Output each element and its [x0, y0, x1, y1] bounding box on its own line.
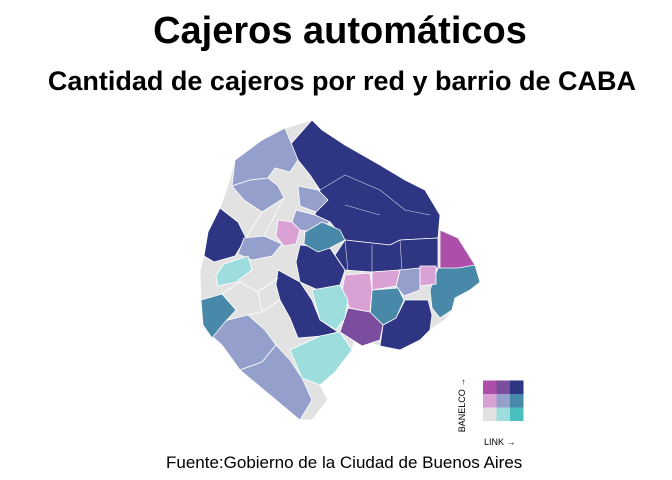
legend-cell — [510, 394, 524, 408]
barrio-region — [419, 265, 437, 287]
legend-cell — [510, 407, 524, 421]
legend-y-label: BANELCO → — [457, 377, 467, 433]
barrio-boundary — [221, 197, 285, 316]
legend-cell — [510, 380, 524, 394]
barrio-region — [297, 185, 329, 213]
legend-cell — [496, 380, 510, 394]
barrio-boundary — [319, 174, 431, 273]
legend-cell — [483, 407, 497, 421]
source-caption: Fuente:Gobierno de la Ciudad de Buenos A… — [166, 453, 523, 472]
map-subtitle: Cantidad de cajeros por red y barrio de … — [47, 66, 637, 96]
barrio-region — [303, 221, 346, 253]
legend-cell — [496, 394, 510, 408]
legend-cell — [496, 407, 510, 421]
barrio-region — [203, 207, 247, 263]
barrio-region — [439, 229, 476, 269]
legend-grid — [483, 380, 524, 421]
barrio-region — [311, 284, 349, 331]
barrio-region — [215, 255, 253, 287]
barrio-region — [275, 219, 301, 247]
map-title: Cajeros automáticos — [153, 10, 527, 52]
legend-x-label: LINK → — [484, 437, 516, 447]
legend-cell — [483, 380, 497, 394]
barrio-region — [289, 331, 353, 386]
barrio-region — [231, 177, 285, 213]
barrio-region — [371, 269, 401, 291]
legend-cell — [483, 394, 497, 408]
